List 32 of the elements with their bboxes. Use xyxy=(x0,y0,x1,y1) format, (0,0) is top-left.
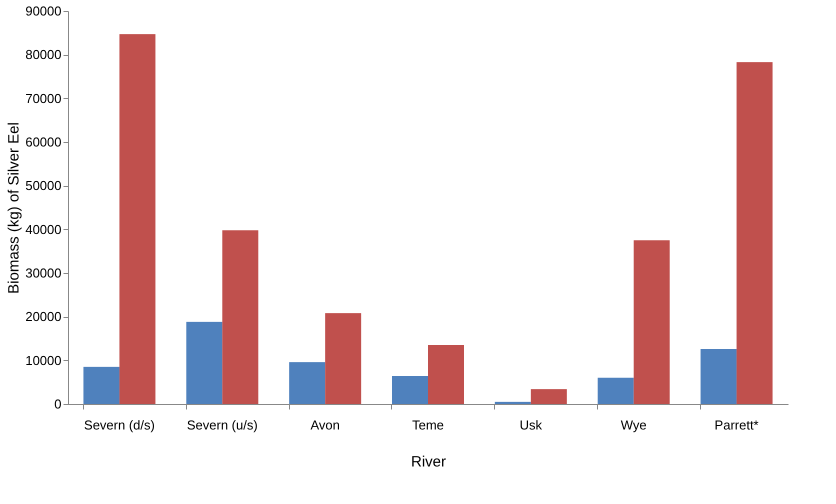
x-axis-title: River xyxy=(410,454,446,470)
y-tick-label: 10000 xyxy=(25,352,62,368)
x-tick-label: Severn (u/s) xyxy=(186,418,258,432)
y-tick-label: 40000 xyxy=(25,222,62,237)
bar xyxy=(83,366,120,404)
y-tick-label: 20000 xyxy=(25,309,62,324)
bar xyxy=(598,378,634,404)
bar xyxy=(634,240,670,404)
x-tick-label: Wye xyxy=(620,418,647,432)
y-tick-label: 50000 xyxy=(25,178,62,194)
y-tick-label: 30000 xyxy=(25,266,62,280)
y-tick-label: 0 xyxy=(54,396,62,412)
y-tick-label: 70000 xyxy=(25,90,62,106)
x-tick-label: Severn (d/s) xyxy=(84,418,155,432)
bar xyxy=(186,322,222,404)
x-tick-label: Parrett* xyxy=(714,418,759,432)
y-tick-label: 60000 xyxy=(25,134,62,150)
y-tick-label: 90000 xyxy=(25,4,62,18)
x-tick-label: Usk xyxy=(520,418,543,432)
bar xyxy=(392,376,428,404)
bar xyxy=(530,389,567,404)
bar xyxy=(325,313,362,404)
bar xyxy=(736,62,773,404)
x-tick-label: Teme xyxy=(412,418,444,432)
bar xyxy=(700,348,737,404)
bar xyxy=(222,230,258,404)
bar xyxy=(119,34,156,404)
bar xyxy=(428,345,464,404)
y-tick-label: 80000 xyxy=(25,47,62,62)
y-axis-title: Biomass (kg) of Silver Eel xyxy=(5,122,22,294)
bar xyxy=(289,362,326,404)
x-tick-label: Avon xyxy=(310,418,340,432)
